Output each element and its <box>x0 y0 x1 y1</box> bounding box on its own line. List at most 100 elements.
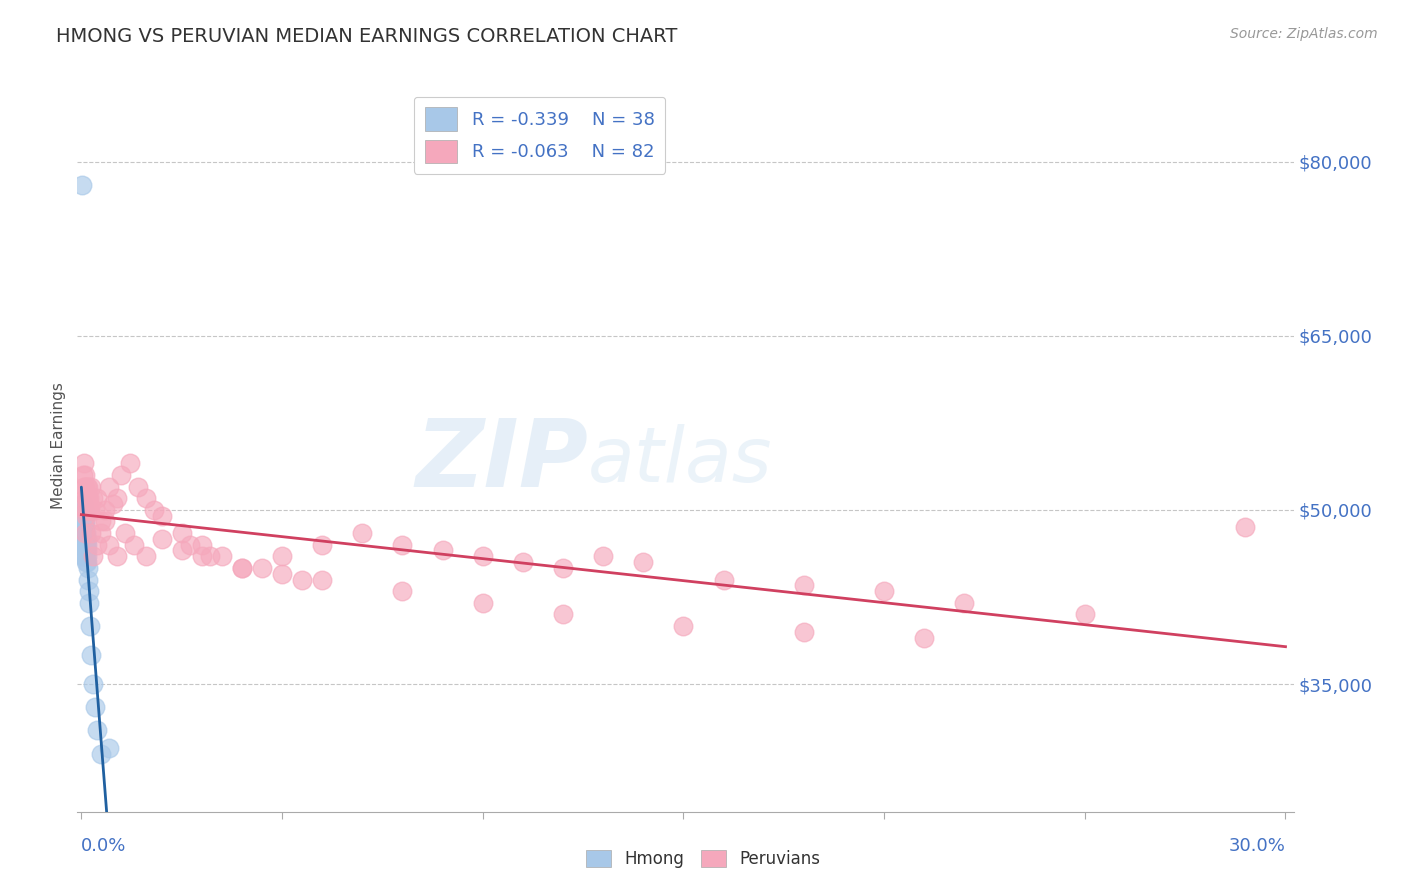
Point <box>94 503 117 517</box>
Point <box>76 480 98 494</box>
Point <box>76 491 98 506</box>
Point <box>551 607 574 622</box>
Point <box>73 538 96 552</box>
Point <box>73 457 96 471</box>
Point <box>70 178 93 192</box>
Point <box>90 515 112 529</box>
Point <box>198 549 221 564</box>
Point <box>512 555 534 569</box>
Point <box>107 491 129 506</box>
Point <box>250 561 273 575</box>
Point <box>73 526 96 541</box>
Point <box>86 538 108 552</box>
Point <box>190 549 212 564</box>
Point <box>633 555 655 569</box>
Point <box>432 543 454 558</box>
Point <box>551 561 574 575</box>
Point <box>72 526 94 541</box>
Point <box>1234 520 1257 534</box>
Point <box>73 526 96 541</box>
Point <box>135 549 157 564</box>
Point <box>107 549 129 564</box>
Point <box>912 631 935 645</box>
Point <box>122 538 145 552</box>
Point <box>79 503 101 517</box>
Point <box>90 526 112 541</box>
Point <box>793 624 815 639</box>
Point <box>75 491 97 506</box>
Point <box>170 543 193 558</box>
Point <box>90 747 112 761</box>
Text: atlas: atlas <box>588 424 773 498</box>
Point <box>84 700 107 714</box>
Point <box>75 480 97 494</box>
Point <box>75 549 97 564</box>
Point <box>190 538 212 552</box>
Point <box>73 549 96 564</box>
Point <box>72 515 94 529</box>
Point <box>98 740 121 755</box>
Point <box>76 532 98 546</box>
Y-axis label: Median Earnings: Median Earnings <box>51 383 66 509</box>
Point <box>953 596 976 610</box>
Point <box>231 561 253 575</box>
Point <box>77 491 100 506</box>
Point <box>72 526 94 541</box>
Point <box>72 468 94 483</box>
Point <box>471 596 494 610</box>
Point <box>103 497 125 511</box>
Point <box>271 549 294 564</box>
Point <box>793 578 815 592</box>
Point <box>271 566 294 581</box>
Point <box>873 584 896 599</box>
Point <box>84 503 107 517</box>
Point <box>73 538 96 552</box>
Point <box>77 584 100 599</box>
Point <box>75 532 97 546</box>
Point <box>73 491 96 506</box>
Point <box>73 520 96 534</box>
Point <box>79 619 101 633</box>
Point <box>76 480 98 494</box>
Point <box>231 561 253 575</box>
Point <box>82 677 104 691</box>
Point <box>311 573 333 587</box>
Point <box>118 457 141 471</box>
Point <box>471 549 494 564</box>
Text: 30.0%: 30.0% <box>1229 838 1285 855</box>
Point <box>135 491 157 506</box>
Point <box>79 491 101 506</box>
Point <box>72 549 94 564</box>
Point <box>75 538 97 552</box>
Point <box>80 526 103 541</box>
Point <box>75 543 97 558</box>
Point <box>391 584 413 599</box>
Point <box>75 503 97 517</box>
Point <box>672 619 695 633</box>
Point <box>77 503 100 517</box>
Point <box>76 549 98 564</box>
Text: ZIP: ZIP <box>415 415 588 507</box>
Point <box>75 503 97 517</box>
Point <box>1074 607 1097 622</box>
Point <box>150 532 173 546</box>
Point <box>150 508 173 523</box>
Point <box>391 538 413 552</box>
Point <box>713 573 735 587</box>
Point <box>76 555 98 569</box>
Point <box>592 549 614 564</box>
Point <box>311 538 333 552</box>
Point <box>98 480 121 494</box>
Point <box>73 515 96 529</box>
Point <box>75 526 97 541</box>
Point <box>72 497 94 511</box>
Text: 0.0%: 0.0% <box>82 838 127 855</box>
Point <box>73 468 96 483</box>
Text: HMONG VS PERUVIAN MEDIAN EARNINGS CORRELATION CHART: HMONG VS PERUVIAN MEDIAN EARNINGS CORREL… <box>56 27 678 45</box>
Legend: R = -0.339    N = 38, R = -0.063    N = 82: R = -0.339 N = 38, R = -0.063 N = 82 <box>413 96 665 174</box>
Point <box>76 538 98 552</box>
Point <box>75 508 97 523</box>
Point <box>94 515 117 529</box>
Point <box>98 538 121 552</box>
Point <box>79 596 101 610</box>
